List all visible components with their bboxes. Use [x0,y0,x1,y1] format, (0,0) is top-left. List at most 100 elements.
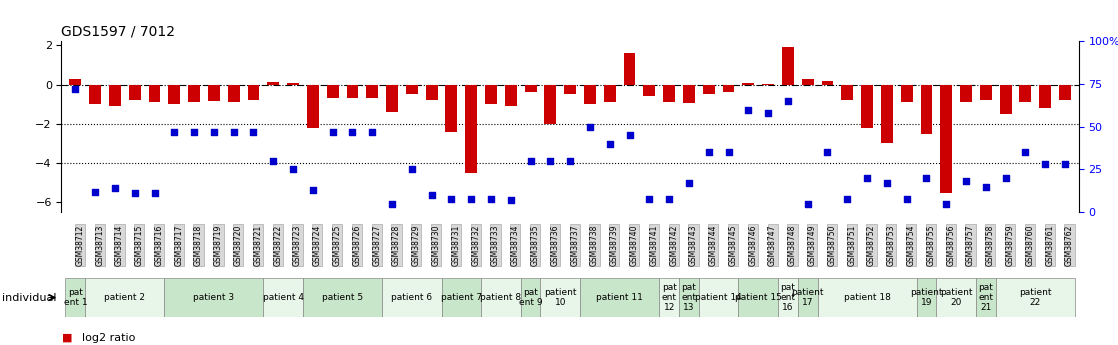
Bar [108,85,121,106]
Text: patient 8: patient 8 [481,293,521,302]
Point [641,196,659,201]
Bar [940,85,953,193]
Text: GSM38734: GSM38734 [511,224,520,266]
FancyBboxPatch shape [660,278,679,317]
Point [759,110,777,116]
Bar [920,85,932,134]
Text: GSM38742: GSM38742 [670,224,679,266]
Text: GSM38753: GSM38753 [887,224,896,266]
Bar [505,85,517,106]
Bar [129,85,141,100]
Text: patient 14: patient 14 [695,293,742,302]
Bar [485,85,496,104]
Point [898,196,916,201]
Point [957,179,975,184]
Text: patient 18: patient 18 [844,293,891,302]
Point [66,87,84,92]
FancyBboxPatch shape [442,278,481,317]
Text: GSM38754: GSM38754 [907,224,916,266]
Point [1016,150,1034,155]
Point [482,196,500,201]
Bar [901,85,912,102]
Text: GSM38715: GSM38715 [135,224,144,266]
Bar [644,85,655,96]
Text: GSM38730: GSM38730 [432,224,440,266]
Point [284,167,302,172]
Bar [663,85,675,102]
FancyBboxPatch shape [817,278,917,317]
FancyBboxPatch shape [738,278,778,317]
Bar [169,85,180,104]
Bar [781,47,794,85]
Bar [604,85,616,102]
Text: GSM38749: GSM38749 [807,224,817,266]
Text: GSM38739: GSM38739 [609,224,618,266]
Point [264,158,282,164]
Text: patient
10: patient 10 [544,288,577,307]
Bar [267,82,280,85]
Text: GSM38720: GSM38720 [234,224,243,266]
Point [859,175,877,181]
FancyBboxPatch shape [699,278,738,317]
Bar [1020,85,1032,102]
Text: GSM38759: GSM38759 [1005,224,1015,266]
FancyBboxPatch shape [481,278,521,317]
Text: GSM38751: GSM38751 [847,224,856,266]
Bar [722,85,735,92]
Text: GSM38735: GSM38735 [531,224,540,266]
Point [661,196,679,201]
Bar [624,53,635,85]
Point [600,141,618,147]
Point [581,124,599,129]
Point [106,186,124,191]
Text: GSM38733: GSM38733 [491,224,500,266]
Bar [999,85,1012,114]
Bar [881,85,893,144]
Point [86,189,104,195]
Bar [89,85,101,104]
FancyBboxPatch shape [85,278,164,317]
Point [700,150,718,155]
Point [1036,161,1054,167]
Text: patient
20: patient 20 [940,288,973,307]
Text: GSM38717: GSM38717 [174,224,183,266]
Text: patient 5: patient 5 [322,293,363,302]
Bar [842,85,853,100]
FancyBboxPatch shape [798,278,817,317]
Text: GSM38743: GSM38743 [689,224,698,266]
FancyBboxPatch shape [66,278,85,317]
Point [937,201,955,206]
Point [245,129,263,135]
Point [324,129,342,135]
Text: GSM38736: GSM38736 [550,224,559,266]
Bar [287,82,299,85]
Text: GSM38744: GSM38744 [709,224,718,266]
Bar [1040,85,1051,108]
Text: GDS1597 / 7012: GDS1597 / 7012 [61,25,176,39]
Text: GSM38747: GSM38747 [768,224,777,266]
Text: pat
ent 9: pat ent 9 [519,288,542,307]
Text: GSM38721: GSM38721 [254,224,263,266]
Text: GSM38750: GSM38750 [827,224,836,266]
Text: GSM38758: GSM38758 [986,224,995,266]
FancyBboxPatch shape [996,278,1074,317]
Text: GSM38748: GSM38748 [788,224,797,266]
Bar [188,85,200,102]
Bar [802,79,814,85]
Point [798,201,816,206]
Point [343,129,361,135]
Point [443,196,461,201]
Text: GSM38728: GSM38728 [392,224,401,266]
Bar [1059,85,1071,100]
Bar [762,83,774,85]
Point [423,192,440,198]
Text: GSM38716: GSM38716 [154,224,163,266]
Point [739,107,757,112]
Text: patient 11: patient 11 [596,293,643,302]
Text: GSM38755: GSM38755 [927,224,936,266]
Point [779,98,797,104]
Point [304,187,322,193]
Point [126,191,144,196]
Text: GSM38746: GSM38746 [748,224,757,266]
Text: GSM38727: GSM38727 [372,224,381,266]
